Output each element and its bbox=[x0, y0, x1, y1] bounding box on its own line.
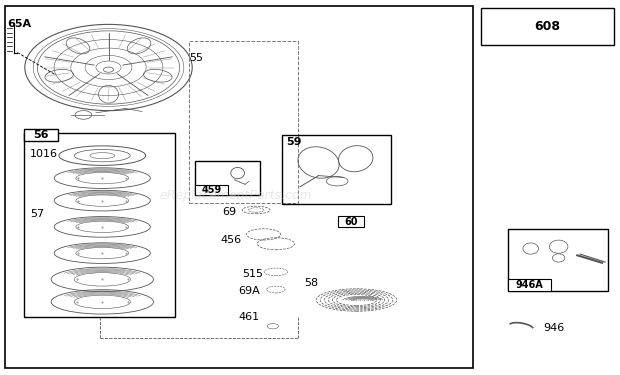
Bar bbox=[508, 279, 551, 291]
Text: 69: 69 bbox=[222, 207, 236, 217]
Text: 608: 608 bbox=[534, 20, 560, 33]
Text: 59: 59 bbox=[286, 137, 302, 147]
Bar bbox=[24, 133, 175, 317]
Text: 515: 515 bbox=[242, 269, 263, 279]
Text: 65A: 65A bbox=[7, 20, 32, 29]
Text: 1016: 1016 bbox=[30, 149, 58, 159]
Text: eReplacementParts.com: eReplacementParts.com bbox=[159, 189, 312, 201]
Text: 946A: 946A bbox=[516, 280, 543, 290]
Bar bbox=[189, 41, 298, 203]
Bar bbox=[282, 135, 391, 204]
Bar bbox=[24, 129, 58, 141]
Text: 57: 57 bbox=[30, 209, 44, 219]
Bar bbox=[195, 161, 260, 195]
Text: 461: 461 bbox=[239, 312, 260, 322]
Bar bbox=[480, 8, 614, 45]
Text: wwwwww: wwwwww bbox=[351, 297, 374, 302]
Text: 456: 456 bbox=[220, 235, 241, 245]
Text: 60: 60 bbox=[344, 217, 358, 226]
Bar bbox=[338, 216, 364, 227]
Bar bbox=[508, 229, 608, 291]
Text: 58: 58 bbox=[304, 278, 318, 288]
Bar bbox=[195, 185, 228, 195]
Text: 69A: 69A bbox=[239, 286, 260, 296]
Text: 946: 946 bbox=[543, 323, 564, 333]
Text: 55: 55 bbox=[189, 53, 203, 63]
Bar bbox=[5, 6, 473, 368]
Text: 56: 56 bbox=[33, 130, 48, 140]
Text: 459: 459 bbox=[202, 185, 221, 195]
